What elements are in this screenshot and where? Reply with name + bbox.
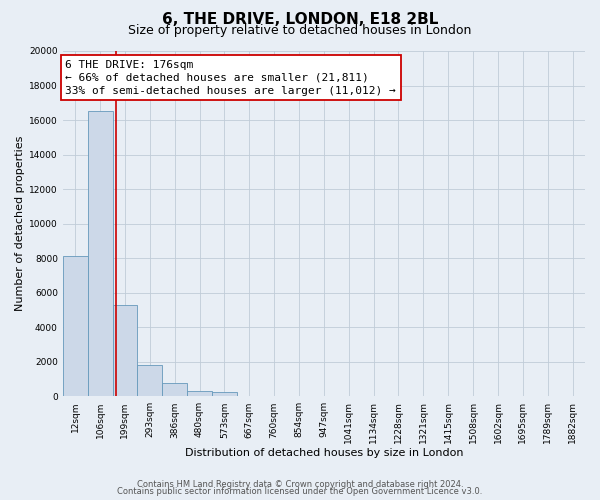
Text: Contains public sector information licensed under the Open Government Licence v3: Contains public sector information licen… [118, 488, 482, 496]
Text: Size of property relative to detached houses in London: Size of property relative to detached ho… [128, 24, 472, 37]
Bar [162, 382, 187, 396]
Bar [63, 256, 88, 396]
Bar [113, 305, 137, 396]
Text: 6, THE DRIVE, LONDON, E18 2BL: 6, THE DRIVE, LONDON, E18 2BL [162, 12, 438, 28]
Bar [88, 112, 113, 397]
Bar [137, 366, 162, 396]
Bar [212, 392, 237, 396]
Bar [187, 391, 212, 396]
Text: 6 THE DRIVE: 176sqm
← 66% of detached houses are smaller (21,811)
33% of semi-de: 6 THE DRIVE: 176sqm ← 66% of detached ho… [65, 60, 396, 96]
X-axis label: Distribution of detached houses by size in London: Distribution of detached houses by size … [185, 448, 463, 458]
Text: Contains HM Land Registry data © Crown copyright and database right 2024.: Contains HM Land Registry data © Crown c… [137, 480, 463, 489]
Y-axis label: Number of detached properties: Number of detached properties [15, 136, 25, 312]
